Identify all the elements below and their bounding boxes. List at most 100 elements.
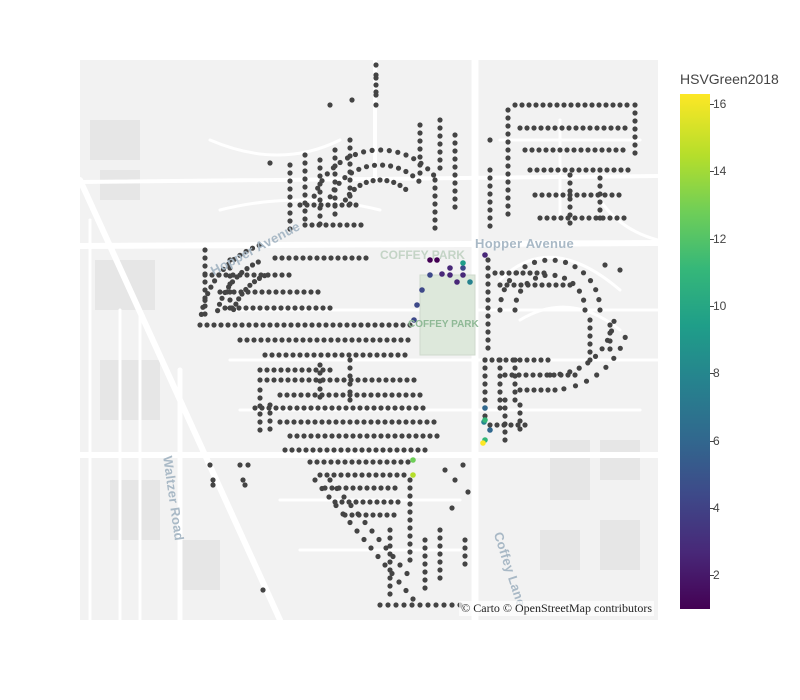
map-point[interactable]	[369, 377, 375, 383]
map-point[interactable]	[227, 305, 233, 311]
map-point[interactable]	[533, 102, 539, 108]
map-point[interactable]	[407, 493, 413, 499]
map-point[interactable]	[302, 216, 308, 222]
map-point[interactable]	[293, 337, 299, 343]
map-point[interactable]	[376, 377, 382, 383]
map-point[interactable]	[379, 322, 385, 328]
map-point[interactable]	[422, 577, 428, 583]
map-point[interactable]	[315, 433, 321, 439]
map-point[interactable]	[347, 161, 353, 167]
map-point[interactable]	[382, 419, 388, 425]
map-point[interactable]	[223, 272, 229, 278]
map-point[interactable]	[271, 305, 277, 311]
map-point[interactable]	[202, 263, 208, 269]
map-point[interactable]	[431, 172, 437, 178]
map-point[interactable]	[558, 372, 564, 378]
map-point[interactable]	[587, 341, 593, 347]
map-point[interactable]	[279, 255, 285, 261]
map-point[interactable]	[257, 427, 263, 433]
map-point[interactable]	[531, 259, 538, 265]
map-point[interactable]	[347, 193, 353, 199]
map-point[interactable]	[485, 329, 491, 335]
map-point[interactable]	[328, 337, 334, 343]
map-point[interactable]	[399, 433, 405, 439]
map-point[interactable]	[326, 392, 332, 398]
map-point[interactable]	[497, 373, 503, 379]
map-point[interactable]	[427, 433, 433, 439]
map-point-colored[interactable]	[460, 265, 466, 271]
map-point[interactable]	[337, 159, 343, 166]
map-point[interactable]	[422, 585, 428, 591]
map-point[interactable]	[553, 282, 559, 288]
map-point[interactable]	[587, 125, 593, 131]
map-point[interactable]	[437, 559, 443, 565]
map-point[interactable]	[531, 357, 537, 363]
map-point[interactable]	[452, 188, 458, 194]
map-point[interactable]	[208, 284, 214, 290]
map-point[interactable]	[397, 377, 403, 383]
map-point[interactable]	[401, 447, 407, 453]
map-point[interactable]	[324, 171, 330, 177]
map-point[interactable]	[485, 257, 491, 263]
map-point[interactable]	[327, 367, 333, 373]
map-point[interactable]	[331, 472, 337, 478]
map-point[interactable]	[332, 203, 338, 209]
map-point[interactable]	[572, 372, 578, 378]
map-point[interactable]	[211, 322, 217, 328]
map-point[interactable]	[336, 405, 342, 411]
map-point[interactable]	[485, 289, 491, 295]
map-point[interactable]	[236, 296, 242, 302]
map-point[interactable]	[317, 370, 323, 376]
map-point[interactable]	[437, 543, 443, 549]
map-point[interactable]	[299, 305, 305, 311]
map-point[interactable]	[343, 405, 349, 411]
map-point[interactable]	[377, 337, 383, 343]
map-point[interactable]	[540, 102, 546, 108]
map-point[interactable]	[543, 147, 549, 153]
map-point[interactable]	[354, 392, 360, 398]
map-point[interactable]	[551, 372, 557, 378]
map-point[interactable]	[279, 272, 285, 278]
map-point[interactable]	[332, 155, 338, 161]
map-point[interactable]	[202, 295, 208, 301]
map-point[interactable]	[398, 459, 404, 465]
map-point[interactable]	[388, 163, 394, 169]
map-point[interactable]	[417, 138, 423, 144]
map-point[interactable]	[410, 419, 416, 425]
map-point[interactable]	[361, 149, 367, 155]
map-point[interactable]	[497, 307, 503, 313]
map-point[interactable]	[341, 377, 347, 383]
map-point[interactable]	[343, 485, 349, 491]
map-point[interactable]	[538, 387, 544, 393]
map-point[interactable]	[238, 289, 244, 295]
map-point[interactable]	[244, 337, 250, 343]
map-point[interactable]	[256, 242, 262, 248]
map-point[interactable]	[225, 322, 231, 328]
map-point[interactable]	[328, 255, 334, 261]
map-point[interactable]	[465, 489, 471, 495]
map-point[interactable]	[357, 433, 363, 439]
map-point[interactable]	[324, 472, 330, 478]
map-point[interactable]	[347, 169, 353, 175]
map-point[interactable]	[585, 147, 591, 153]
map-point[interactable]	[327, 305, 333, 311]
map-point[interactable]	[197, 322, 203, 328]
map-point[interactable]	[357, 485, 363, 491]
map-point[interactable]	[218, 322, 224, 328]
map-point[interactable]	[335, 255, 341, 261]
map-point[interactable]	[385, 405, 391, 411]
map-point[interactable]	[336, 433, 342, 439]
map-point[interactable]	[381, 352, 387, 358]
map-point[interactable]	[391, 337, 397, 343]
map-point[interactable]	[287, 170, 293, 176]
map-point[interactable]	[505, 211, 511, 217]
map-point[interactable]	[386, 148, 392, 154]
map-point[interactable]	[513, 270, 520, 276]
map-point[interactable]	[339, 202, 345, 208]
map-point[interactable]	[220, 266, 226, 272]
map-point[interactable]	[347, 365, 353, 371]
map-point[interactable]	[518, 288, 524, 294]
map-point[interactable]	[267, 402, 273, 408]
map-point[interactable]	[306, 377, 312, 383]
map-point[interactable]	[253, 322, 259, 328]
